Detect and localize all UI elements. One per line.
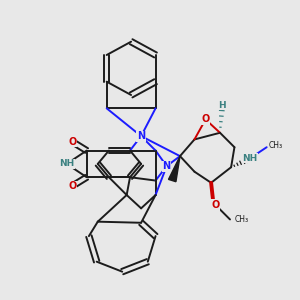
Text: H: H [218, 100, 226, 109]
Text: O: O [201, 114, 210, 124]
Text: NH: NH [242, 154, 258, 163]
Text: CH₃: CH₃ [234, 215, 249, 224]
Text: O: O [68, 137, 76, 147]
Text: CH₃: CH₃ [269, 140, 283, 149]
Text: O: O [68, 181, 76, 191]
Text: NH: NH [59, 159, 74, 168]
Text: N: N [137, 131, 145, 141]
Text: N: N [163, 161, 171, 171]
Polygon shape [169, 156, 180, 182]
Text: O: O [212, 200, 220, 210]
